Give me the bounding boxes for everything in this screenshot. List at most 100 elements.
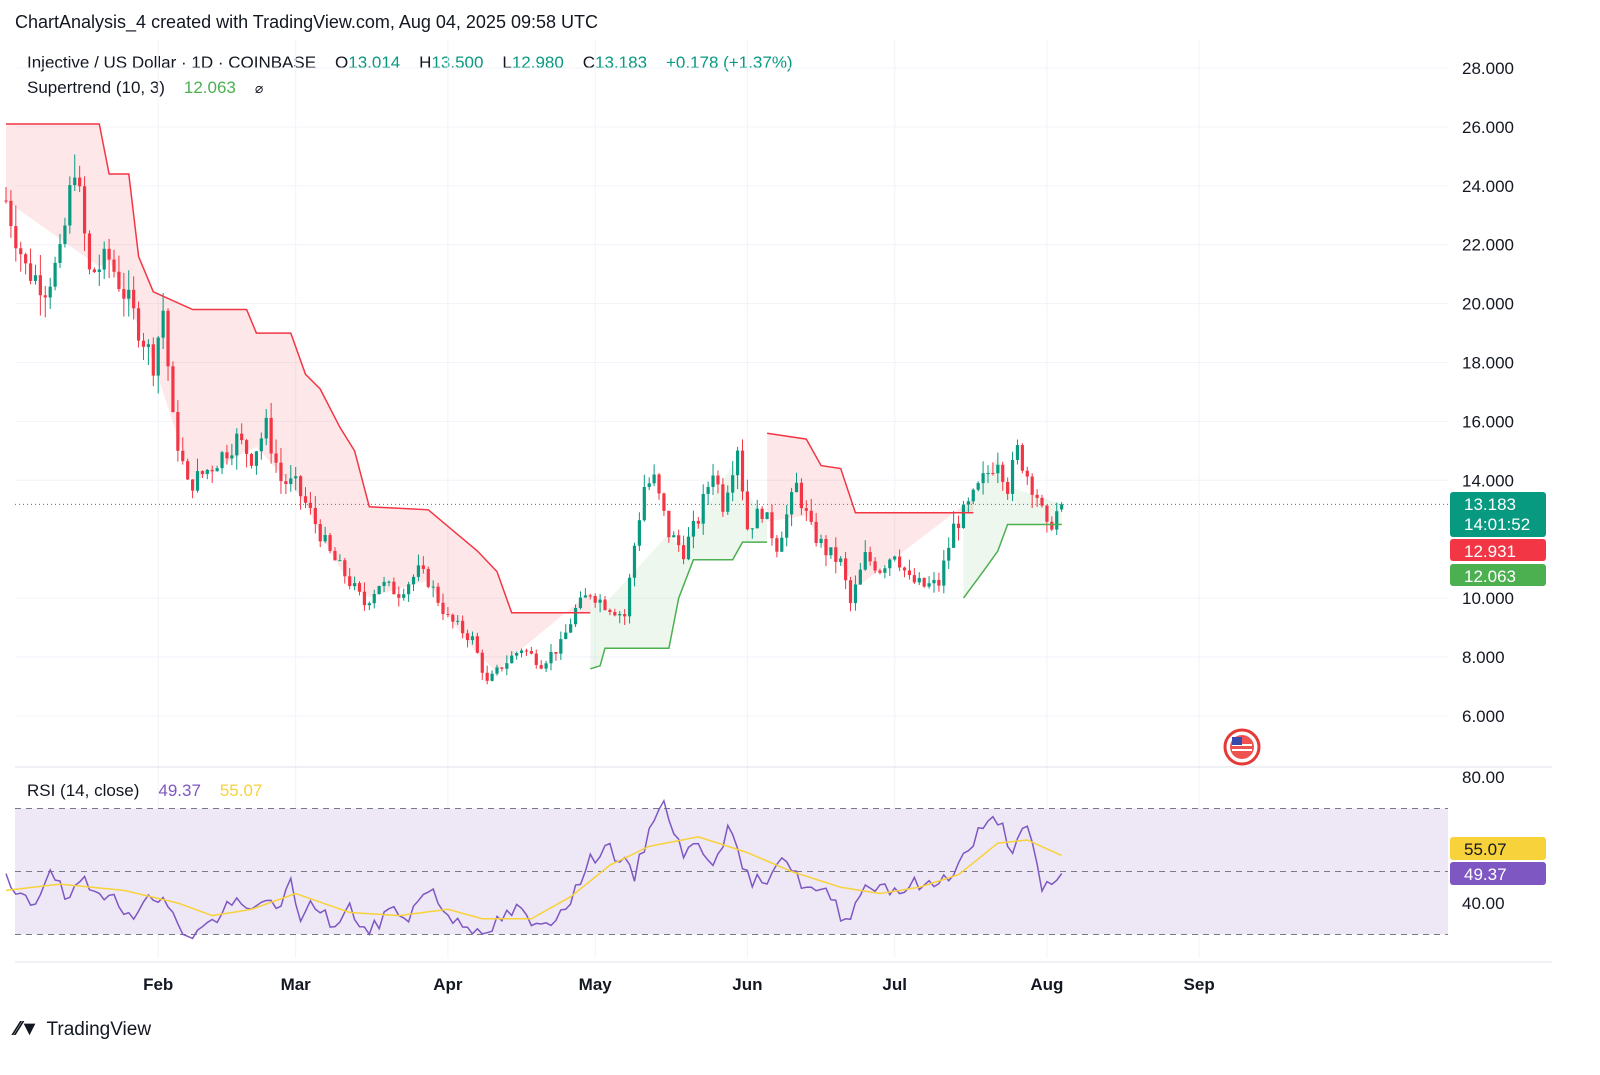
candlestick-series bbox=[4, 154, 1064, 685]
time-tick-label: Jun bbox=[732, 975, 762, 994]
hidden-eye-icon[interactable]: ⌀ bbox=[254, 80, 264, 96]
candle-body bbox=[43, 295, 47, 298]
candle-body bbox=[1050, 521, 1054, 530]
candle-body bbox=[898, 556, 902, 568]
candle-body bbox=[190, 479, 195, 491]
last-price-tag-text: 13.183 bbox=[1464, 495, 1516, 514]
rsi-tick-label: 40.00 bbox=[1462, 894, 1505, 913]
low-value: 12.980 bbox=[511, 53, 564, 72]
supertrend-label[interactable]: Supertrend (10, 3) bbox=[27, 78, 165, 97]
candle-body bbox=[58, 244, 62, 263]
candle-body bbox=[1035, 494, 1039, 498]
candle-body bbox=[407, 584, 411, 595]
high-value: 13.500 bbox=[431, 53, 484, 72]
candle-body bbox=[107, 248, 111, 260]
candle-body bbox=[564, 632, 568, 640]
price-tick-label: 10.000 bbox=[1462, 589, 1514, 608]
candle-body bbox=[740, 450, 745, 492]
candle-body bbox=[775, 538, 779, 552]
time-tick-label: Sep bbox=[1184, 975, 1215, 994]
tradingview-brand: TradingView bbox=[46, 1018, 152, 1040]
time-tick-label: Mar bbox=[281, 975, 312, 994]
candle-body bbox=[500, 667, 504, 669]
price-tick-label: 28.000 bbox=[1462, 59, 1514, 78]
candle-body bbox=[244, 440, 249, 454]
rsi-label[interactable]: RSI (14, close) bbox=[27, 781, 140, 800]
candle-body bbox=[220, 452, 224, 469]
candle-body bbox=[68, 185, 72, 226]
candle-body bbox=[33, 275, 38, 281]
candle-body bbox=[230, 455, 234, 459]
supertrend-down-tag bbox=[1450, 539, 1546, 561]
candle-body bbox=[1060, 504, 1064, 510]
candle-body bbox=[613, 612, 617, 616]
candle-body bbox=[87, 233, 92, 270]
candle-body bbox=[573, 608, 578, 625]
candle-body bbox=[696, 520, 700, 524]
candle-body bbox=[490, 673, 494, 681]
candle-body bbox=[441, 602, 445, 614]
candle-body bbox=[834, 547, 838, 562]
candle-body bbox=[853, 584, 858, 604]
candle-body bbox=[637, 520, 641, 546]
candle-body bbox=[200, 471, 204, 474]
supertrend-up-fill bbox=[963, 456, 1062, 599]
candle-body bbox=[711, 475, 715, 487]
candle-body bbox=[402, 594, 406, 598]
price-tick-label: 18.000 bbox=[1462, 354, 1514, 373]
candle-body bbox=[475, 636, 479, 653]
candle-body bbox=[652, 474, 656, 484]
candle-body bbox=[745, 491, 750, 530]
rsi-line bbox=[5, 798, 1063, 940]
price-tick-label: 14.000 bbox=[1462, 471, 1514, 490]
candle-body bbox=[505, 663, 509, 669]
supertrend-up-fill bbox=[590, 464, 768, 669]
candle-body bbox=[382, 581, 386, 586]
candle-body bbox=[721, 484, 725, 512]
candle-body bbox=[1045, 505, 1049, 522]
symbol-legend: Injective / US Dollar · 1D · COINBASE O1… bbox=[27, 53, 793, 73]
candle-body bbox=[952, 523, 956, 548]
candle-body bbox=[78, 177, 82, 187]
rsi-ma-tag-text: 55.07 bbox=[1464, 840, 1507, 859]
candle-body bbox=[225, 452, 229, 459]
candle-body bbox=[181, 450, 185, 462]
candle-body bbox=[235, 433, 239, 456]
candle-body bbox=[799, 482, 804, 509]
chart-caption: ChartAnalysis_4 created with TradingView… bbox=[15, 12, 598, 32]
candle-body bbox=[780, 537, 784, 552]
candle-body bbox=[102, 248, 106, 270]
candle-body bbox=[387, 581, 391, 583]
candle-body bbox=[829, 547, 833, 556]
candle-body bbox=[397, 594, 401, 598]
candle-body bbox=[436, 586, 440, 603]
rsi-pane bbox=[5, 798, 1448, 940]
candle-body bbox=[97, 269, 101, 273]
candle-body bbox=[485, 672, 489, 681]
candle-body bbox=[804, 508, 808, 511]
candle-body bbox=[1015, 445, 1020, 461]
rsi-legend: RSI (14, close) 49.37 55.07 bbox=[27, 781, 262, 801]
us-flag-icon[interactable] bbox=[1223, 728, 1261, 766]
last-price-tag-text: 14:01:52 bbox=[1464, 515, 1530, 534]
candle-body bbox=[873, 561, 877, 571]
candle-body bbox=[176, 412, 180, 451]
candle-body bbox=[932, 579, 936, 584]
supertrend-up-line bbox=[590, 541, 768, 670]
candle-body bbox=[171, 366, 175, 413]
candle-body bbox=[544, 663, 548, 669]
candle-body bbox=[588, 595, 592, 597]
symbol-title[interactable]: Injective / US Dollar · 1D · COINBASE bbox=[27, 53, 317, 72]
candle-body bbox=[274, 453, 278, 463]
candle-body bbox=[372, 594, 376, 604]
time-tick-label: Feb bbox=[143, 975, 173, 994]
candle-body bbox=[883, 568, 887, 573]
tradingview-logo[interactable]: ⁄⁄▼ TradingView bbox=[15, 1018, 151, 1041]
candle-body bbox=[205, 469, 209, 474]
time-tick-label: Jul bbox=[882, 975, 907, 994]
candle-body bbox=[848, 580, 853, 604]
candle-body bbox=[814, 521, 818, 544]
candle-body bbox=[166, 310, 170, 367]
candle-body bbox=[4, 200, 8, 202]
